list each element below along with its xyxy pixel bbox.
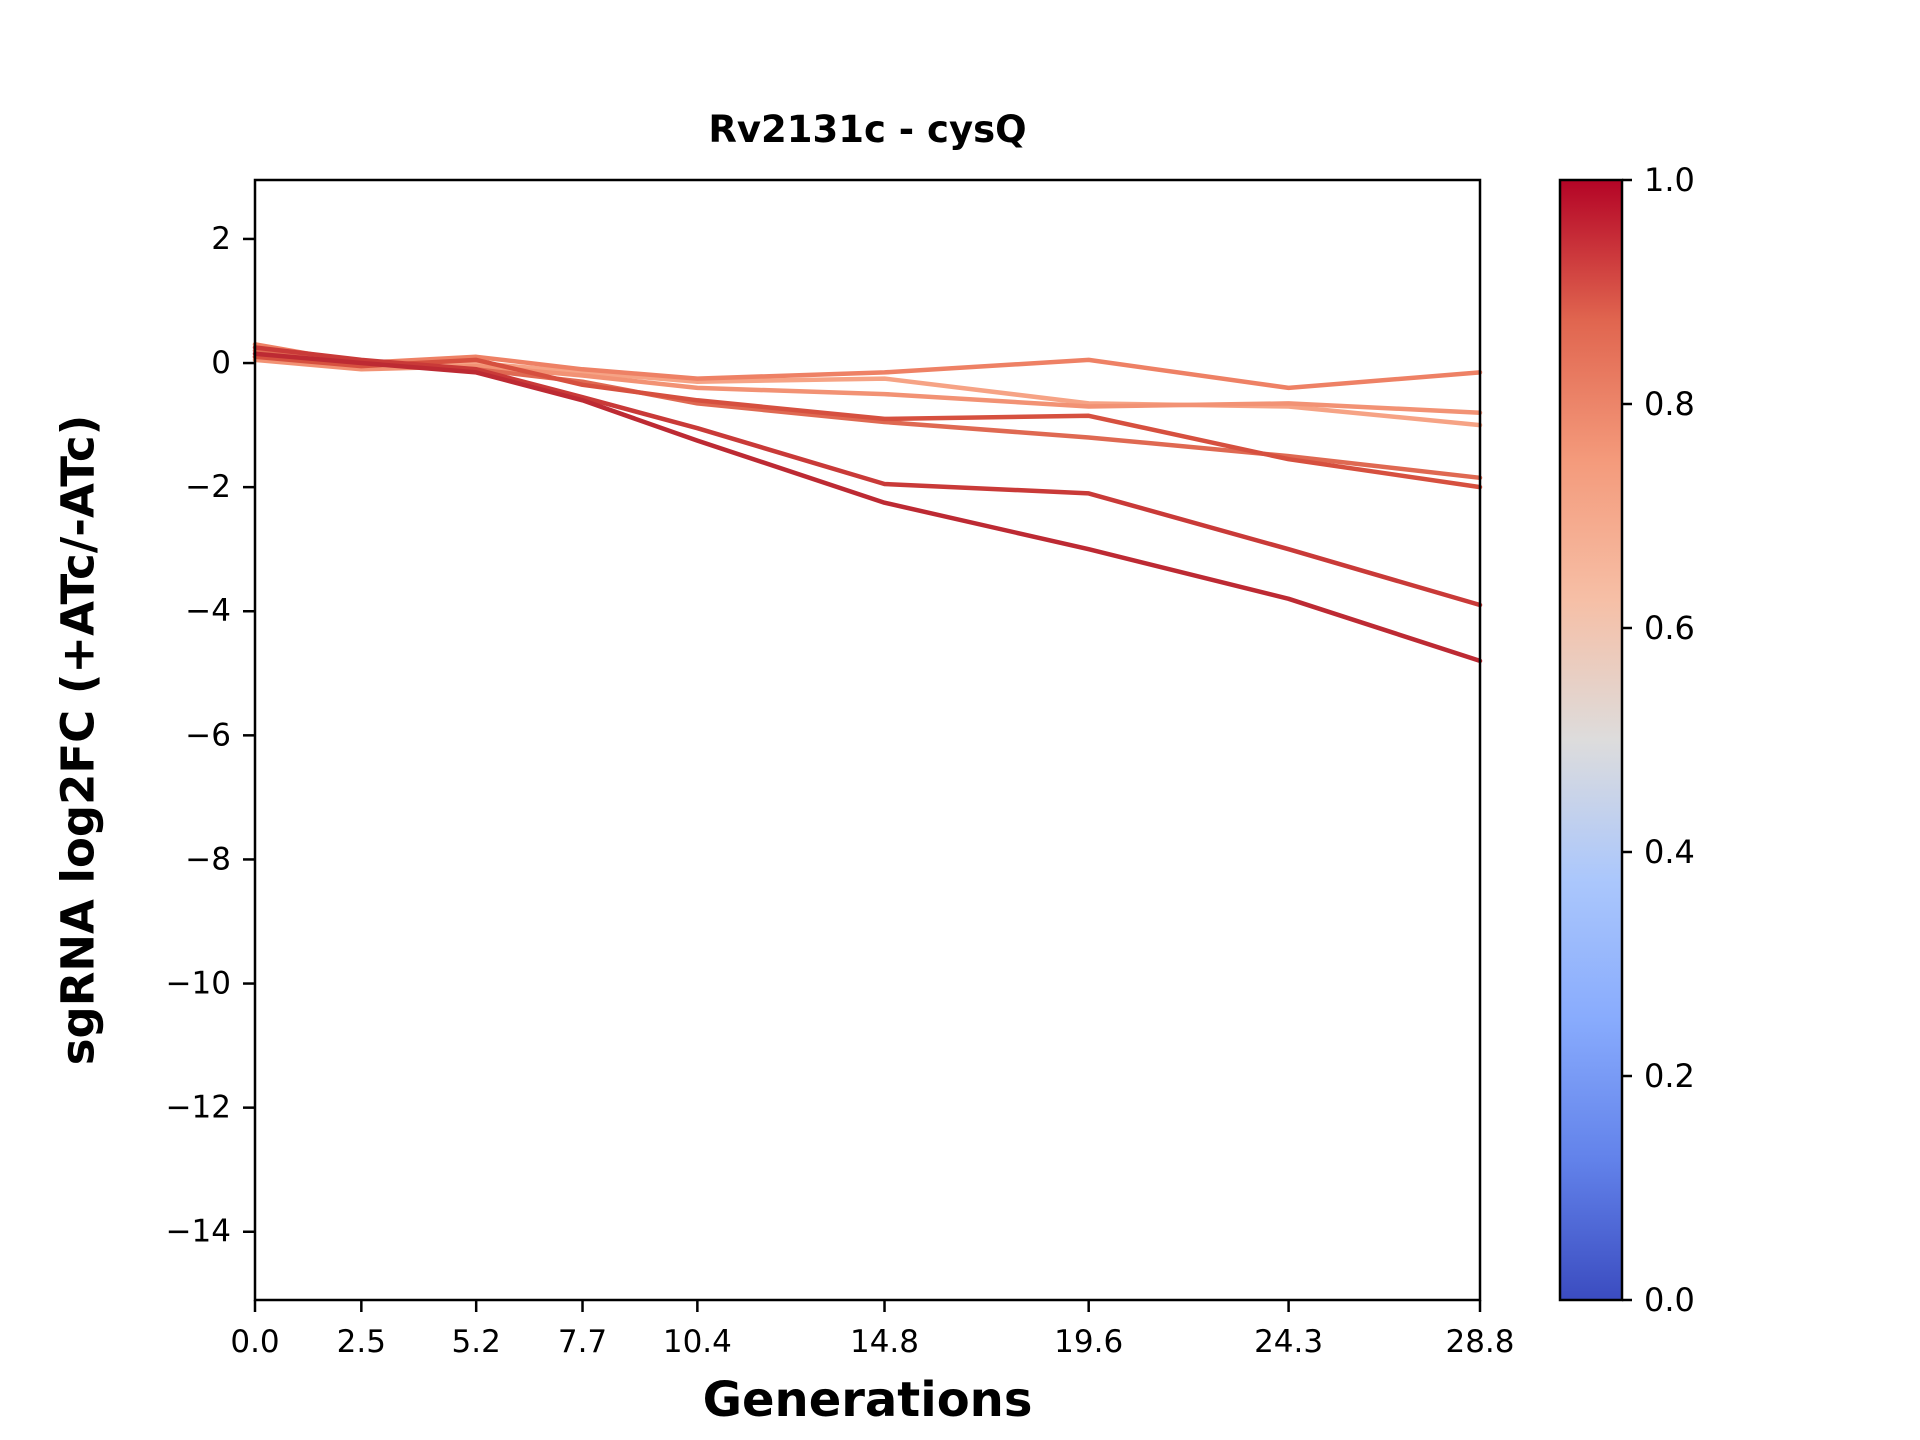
y-tick-label: 2	[211, 221, 231, 257]
y-tick-label: −12	[166, 1090, 231, 1126]
colorbar-tick-label: 0.0	[1644, 1281, 1695, 1319]
y-tick-label: −4	[185, 593, 231, 629]
plot-background	[255, 180, 1480, 1300]
x-tick-label: 0.0	[230, 1324, 279, 1360]
x-axis-label: Generations	[702, 1372, 1033, 1428]
x-tick-label: 5.2	[452, 1324, 501, 1360]
x-tick-label: 19.6	[1054, 1324, 1123, 1360]
y-tick-label: −8	[185, 841, 231, 877]
colorbar-axis: 0.0 0.2 0.4 0.6 0.8 1.0	[1622, 161, 1695, 1319]
y-tick-label: −10	[166, 966, 231, 1002]
y-tick-label: −2	[185, 469, 231, 505]
series-line	[252, 345, 1483, 608]
y-tick-label: −6	[185, 717, 231, 753]
chart-title: Rv2131c - cysQ	[708, 108, 1027, 151]
x-tick-label: 10.4	[663, 1324, 732, 1360]
y-tick-label: −14	[166, 1214, 231, 1250]
x-tick-label: 7.7	[558, 1324, 607, 1360]
x-axis: 0.0 2.5 5.2 7.7 10.4 14.8 19.6 24.3 28.8	[230, 1300, 1515, 1360]
colorbar-tick-label: 0.6	[1644, 609, 1695, 647]
colorbar-border	[1558, 178, 1624, 1302]
colorbar-tick-label: 0.8	[1644, 385, 1695, 423]
series-lines	[252, 342, 1483, 664]
y-axis: 2 0 −2 −4 −6 −8 −10 −12 −14	[166, 221, 255, 1250]
x-tick-label: 24.3	[1254, 1324, 1323, 1360]
series-line	[252, 351, 1483, 664]
colorbar-tick-label: 1.0	[1644, 161, 1695, 199]
colorbar-tick-label: 0.4	[1644, 833, 1695, 871]
x-tick-label: 14.8	[850, 1324, 919, 1360]
colorbar-tick-label: 0.2	[1644, 1057, 1695, 1095]
plot-border	[253, 178, 1482, 1302]
x-tick-label: 28.8	[1445, 1324, 1514, 1360]
x-tick-label: 2.5	[337, 1324, 386, 1360]
colorbar-gradient	[1560, 180, 1622, 1300]
y-tick-label: 0	[211, 345, 231, 381]
